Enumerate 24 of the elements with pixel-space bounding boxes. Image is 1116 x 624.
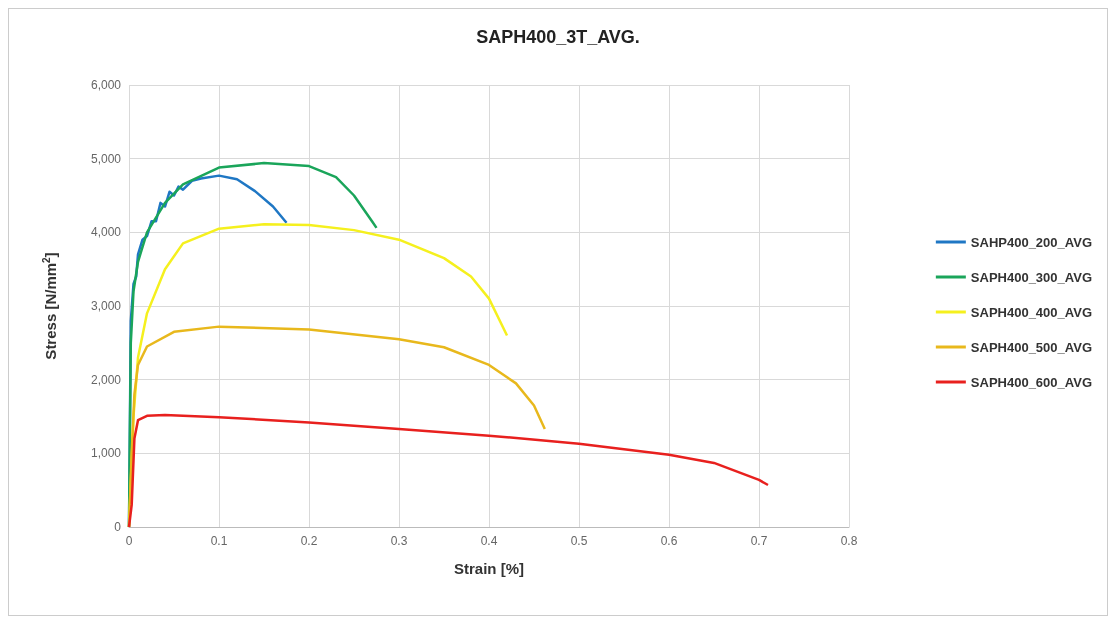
chart-title: SAPH400_3T_AVG.	[476, 27, 640, 47]
y-tick-label: 5,000	[90, 151, 122, 166]
x-tick-label: 0.2	[300, 534, 318, 548]
legend-label: SAPH400_600_AVG	[970, 374, 1093, 390]
legend-label: SAHP400_200_AVG	[970, 234, 1093, 250]
x-tick-label: 0.1	[210, 534, 228, 548]
x-tick-label: 0.7	[750, 534, 768, 548]
y-tick-label: 4,000	[90, 225, 122, 240]
y-tick-label: 0	[114, 520, 122, 534]
x-tick-label: 0.3	[390, 534, 408, 548]
x-tick-label: 0	[125, 534, 133, 548]
legend-label: SAPH400_300_AVG	[970, 269, 1093, 285]
x-tick-label: 0.8	[840, 534, 858, 548]
x-tick-label: 0.4	[480, 534, 498, 548]
y-tick-label: 2,000	[90, 372, 122, 387]
y-tick-label: 1,000	[90, 446, 122, 461]
legend-label: SAPH400_500_AVG	[970, 339, 1093, 355]
x-axis-title: Strain [%]	[453, 560, 525, 577]
y-tick-label: 6,000	[90, 78, 122, 92]
y-axis-title: Stress [N/mm2]	[40, 252, 59, 360]
y-tick-label: 3,000	[90, 299, 122, 313]
x-tick-label: 0.5	[570, 534, 588, 548]
legend-label: SAPH400_400_AVG	[970, 304, 1093, 320]
x-tick-label: 0.6	[660, 534, 678, 548]
